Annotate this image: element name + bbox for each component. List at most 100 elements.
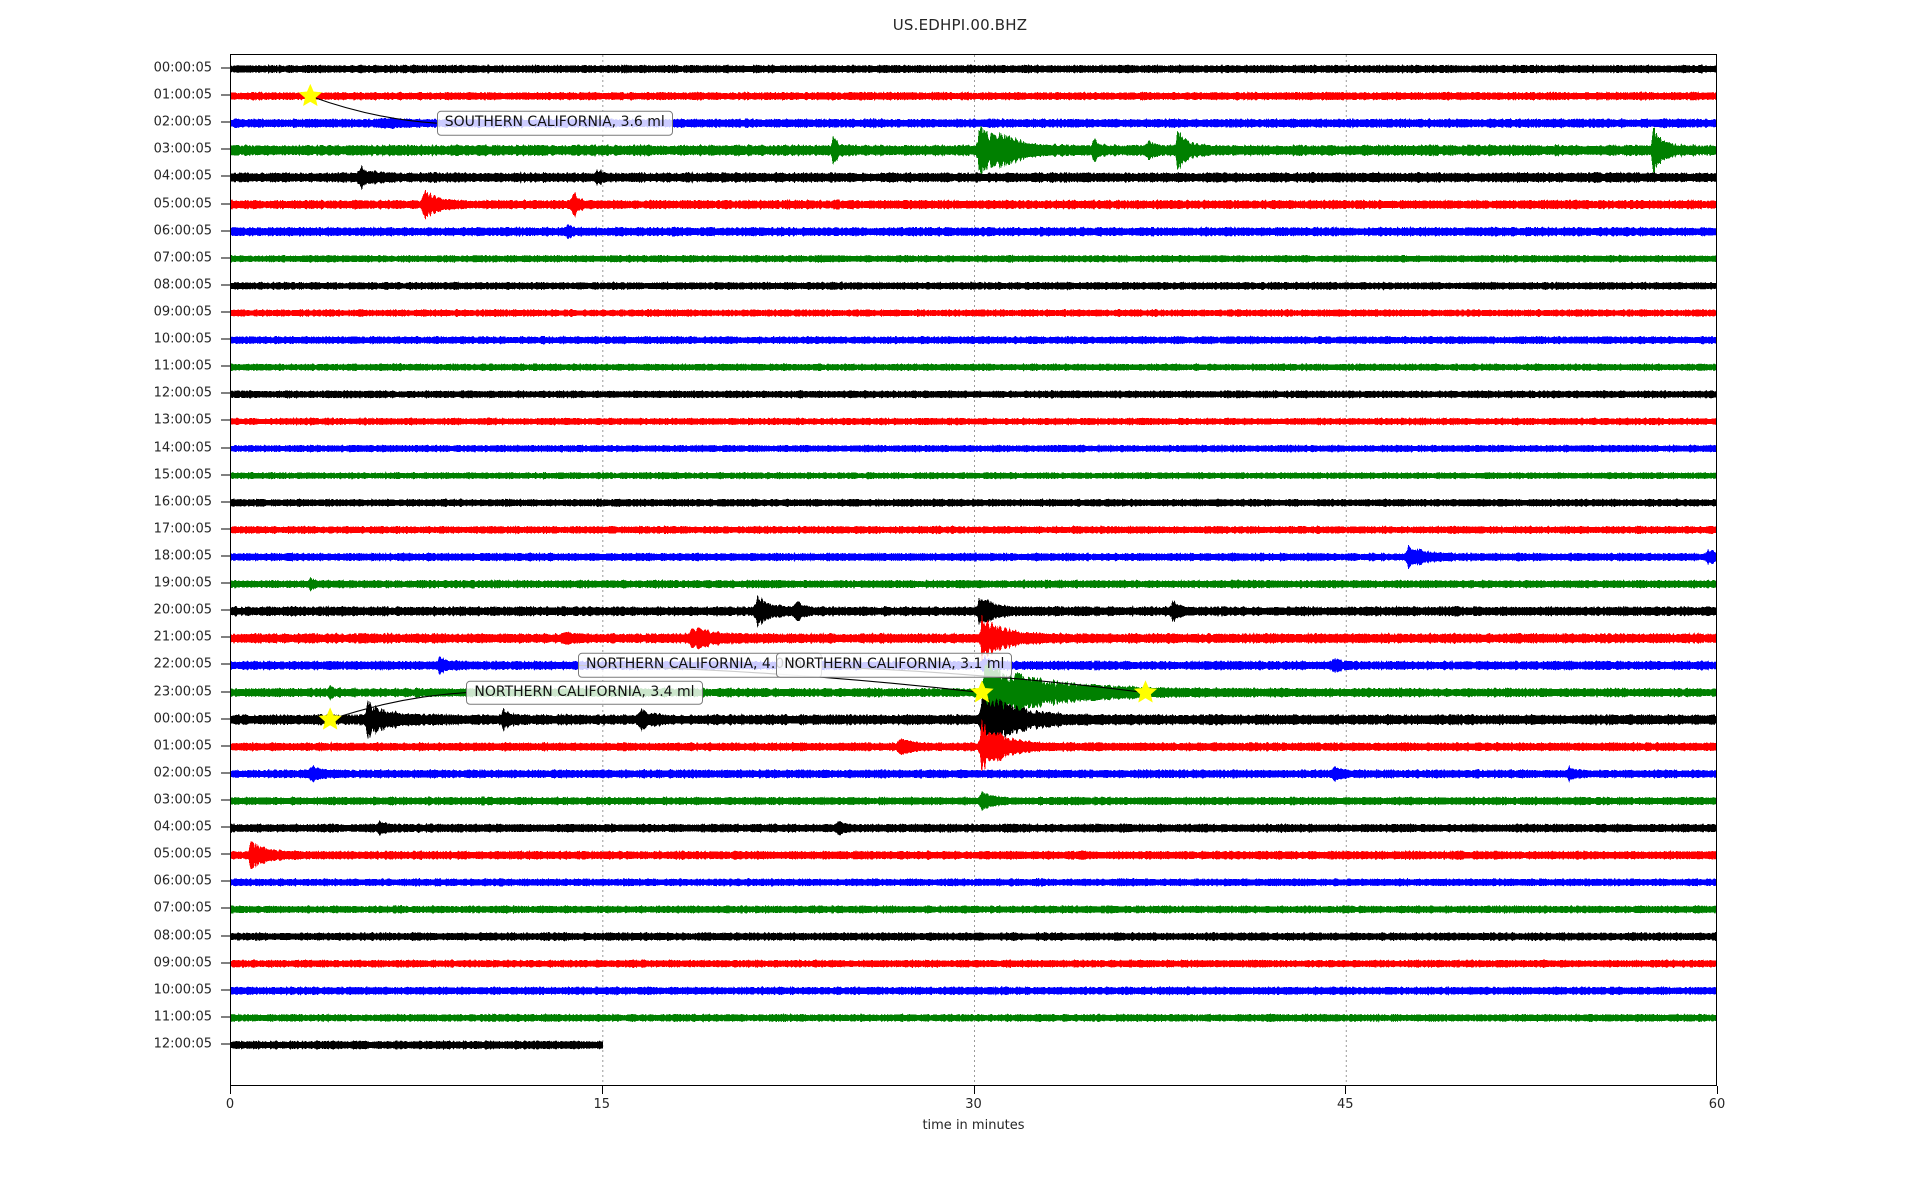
y-tick-label: 00:00:05 xyxy=(153,60,212,76)
y-tick-mark xyxy=(221,826,230,828)
y-tick-mark xyxy=(221,203,230,205)
y-tick-label: 03:00:05 xyxy=(153,792,212,808)
y-tick-mark xyxy=(221,338,230,340)
y-tick-label: 11:00:05 xyxy=(153,1009,212,1025)
y-tick-label: 04:00:05 xyxy=(153,819,212,835)
y-tick-label: 00:00:05 xyxy=(153,711,212,727)
y-tick-mark xyxy=(221,501,230,503)
event-star-marker xyxy=(318,707,342,730)
y-tick-label: 11:00:05 xyxy=(153,358,212,374)
event-star-marker xyxy=(298,83,322,107)
y-tick-label: 05:00:05 xyxy=(153,846,212,862)
y-tick-label: 06:00:05 xyxy=(153,873,212,889)
y-tick-label: 09:00:05 xyxy=(153,304,212,320)
event-annotation-label: NORTHERN CALIFORNIA, 3.1 ml xyxy=(776,653,1013,678)
y-tick-mark xyxy=(221,447,230,449)
y-tick-mark xyxy=(221,745,230,747)
x-tick-mark xyxy=(973,1086,975,1094)
y-tick-label: 22:00:05 xyxy=(153,656,212,672)
y-tick-label: 04:00:05 xyxy=(153,168,212,184)
x-tick-label: 60 xyxy=(1708,1097,1726,1112)
y-tick-mark xyxy=(221,365,230,367)
y-tick-label: 23:00:05 xyxy=(153,684,212,700)
event-annotation-label: SOUTHERN CALIFORNIA, 3.6 ml xyxy=(436,110,673,136)
page-title: US.EDHPI.00.BHZ xyxy=(892,16,1028,34)
y-tick-label: 07:00:05 xyxy=(153,900,212,916)
y-tick-mark xyxy=(221,175,230,177)
y-tick-label: 08:00:05 xyxy=(153,928,212,944)
x-tick-label: 45 xyxy=(1337,1097,1354,1112)
y-tick-mark xyxy=(221,962,230,964)
y-tick-mark xyxy=(221,853,230,855)
x-tick-mark xyxy=(601,1086,603,1094)
y-tick-mark xyxy=(221,474,230,476)
y-tick-label: 18:00:05 xyxy=(153,548,212,564)
y-tick-label: 10:00:05 xyxy=(153,982,212,998)
plot-area[interactable]: SOUTHERN CALIFORNIA, 3.6 ml NORTHERN CALI… xyxy=(230,54,1717,1086)
x-tick-label: 0 xyxy=(225,1097,235,1112)
y-tick-mark xyxy=(221,582,230,584)
y-tick-label: 17:00:05 xyxy=(153,521,212,537)
y-tick-mark xyxy=(221,121,230,123)
y-tick-mark xyxy=(221,663,230,665)
y-tick-label: 14:00:05 xyxy=(153,440,212,456)
x-tick-mark xyxy=(230,1086,231,1094)
x-tick-mark xyxy=(1345,1086,1347,1094)
event-star-marker xyxy=(1133,680,1158,703)
seismic-traces xyxy=(231,64,1716,1051)
y-tick-label: 02:00:05 xyxy=(153,765,212,781)
x-axis: 0 15 30 45 60 xyxy=(226,1086,1725,1146)
y-tick-mark xyxy=(221,230,230,232)
y-tick-label: 12:00:05 xyxy=(153,1036,212,1052)
y-tick-mark xyxy=(221,772,230,774)
y-tick-label: 02:00:05 xyxy=(153,114,212,130)
y-tick-mark xyxy=(221,691,230,693)
event-marker-overlay xyxy=(298,83,1158,730)
y-tick-label: 08:00:05 xyxy=(153,277,212,293)
y-tick-label: 05:00:05 xyxy=(153,196,212,212)
y-tick-label: 13:00:05 xyxy=(153,412,212,428)
y-tick-label: 03:00:05 xyxy=(153,141,212,157)
y-tick-mark xyxy=(221,392,230,394)
y-tick-label: 09:00:05 xyxy=(153,955,212,971)
y-tick-mark xyxy=(221,718,230,720)
y-tick-mark xyxy=(221,284,230,286)
y-tick-mark xyxy=(221,419,230,421)
y-tick-mark xyxy=(221,1016,230,1018)
y-axis: 00:00:05 01:00:05 02:00:05 03:00:05 04:00:05… xyxy=(0,54,230,1086)
y-tick-mark xyxy=(221,907,230,909)
y-tick-label: 20:00:05 xyxy=(153,602,212,618)
x-axis-title: time in minutes xyxy=(922,1118,1025,1133)
y-tick-label: 01:00:05 xyxy=(153,738,212,754)
x-tick-label: 30 xyxy=(965,1097,982,1112)
x-tick-label: 15 xyxy=(593,1097,611,1112)
y-tick-mark xyxy=(221,148,230,150)
y-tick-label: 21:00:05 xyxy=(153,629,212,645)
y-tick-label: 07:00:05 xyxy=(153,250,212,266)
grid-lines xyxy=(602,55,1347,1085)
event-star-marker xyxy=(970,680,994,703)
y-tick-mark xyxy=(221,636,230,638)
y-tick-mark xyxy=(221,880,230,882)
y-tick-mark xyxy=(221,555,230,557)
y-tick-mark xyxy=(221,1043,230,1045)
y-tick-mark xyxy=(221,989,230,991)
event-annotation-label: NORTHERN CALIFORNIA, 3.4 ml xyxy=(466,680,703,705)
y-tick-mark xyxy=(221,528,230,530)
y-tick-label: 01:00:05 xyxy=(153,87,212,103)
y-tick-label: 12:00:05 xyxy=(153,385,212,401)
y-tick-label: 15:00:05 xyxy=(153,467,212,483)
y-tick-label: 19:00:05 xyxy=(153,575,212,591)
y-tick-label: 06:00:05 xyxy=(153,223,212,239)
x-tick-mark xyxy=(1717,1086,1718,1094)
y-tick-mark xyxy=(221,609,230,611)
y-tick-mark xyxy=(221,311,230,313)
y-tick-mark xyxy=(221,935,230,937)
y-tick-label: 16:00:05 xyxy=(153,494,212,510)
y-tick-mark xyxy=(221,257,230,259)
y-tick-mark xyxy=(221,94,230,96)
y-tick-label: 10:00:05 xyxy=(153,331,212,347)
y-tick-mark xyxy=(221,799,230,801)
y-tick-mark xyxy=(221,67,230,69)
